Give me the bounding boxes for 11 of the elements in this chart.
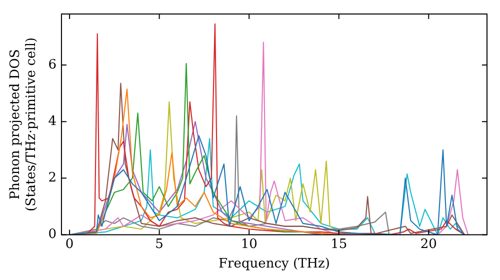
x-tick-label: 10	[240, 236, 258, 252]
x-axis-title: Frequency (THz)	[218, 256, 330, 272]
x-tick-label: 20	[420, 236, 437, 252]
x-tick-label: 5	[155, 236, 164, 252]
y-axis-title: Phonon projected DOS (States/THz·primitive cell)	[8, 37, 39, 212]
x-tick-label: 0	[65, 236, 74, 252]
y-tick-label: 6	[48, 57, 56, 72]
y-tick-label: 4	[48, 114, 56, 129]
y-tick-label: 2	[48, 170, 56, 186]
y-tick-label: 0	[48, 227, 56, 242]
x-tick-label: 15	[330, 236, 348, 252]
